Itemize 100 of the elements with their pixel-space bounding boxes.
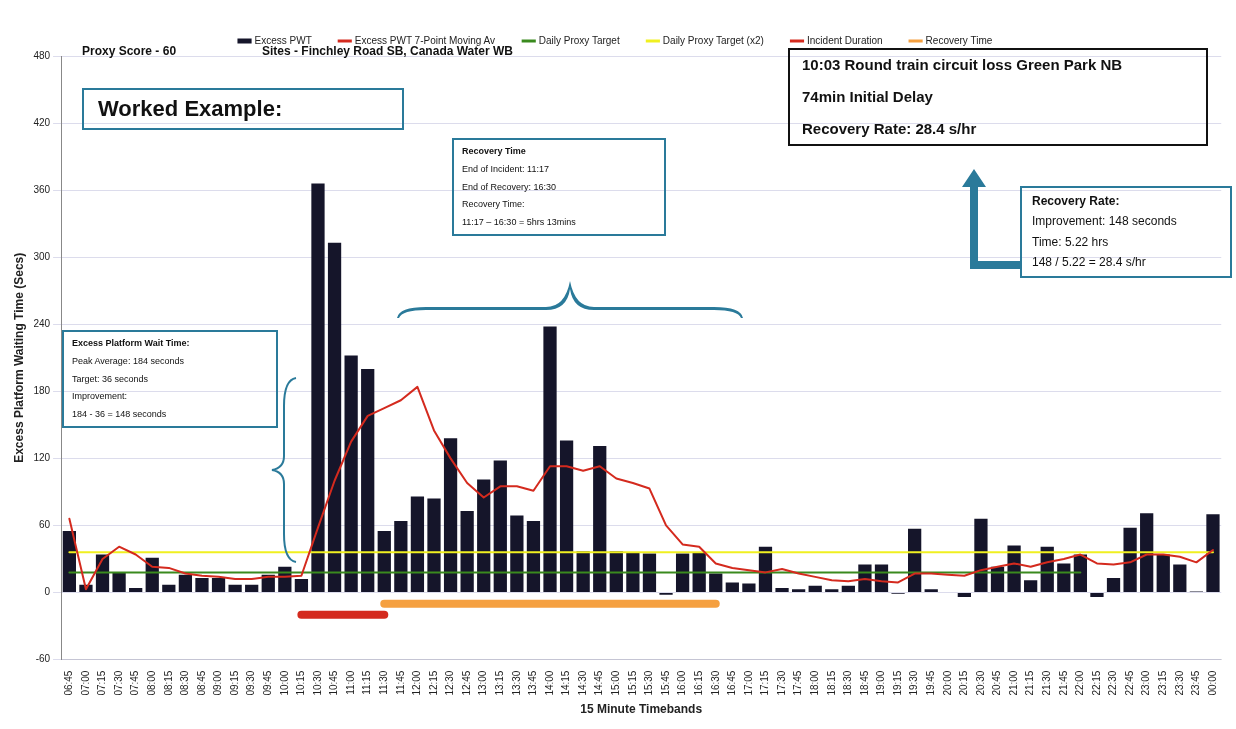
x-tick-label: 11:00 xyxy=(344,670,356,695)
y-tick-label: 120 xyxy=(33,452,51,464)
bar xyxy=(294,579,309,593)
x-tick-label: 14:30 xyxy=(576,670,588,696)
x-tick-label: 09:00 xyxy=(212,670,224,696)
x-tick-label: 13:30 xyxy=(510,670,522,696)
x-tick-label: 20:00 xyxy=(941,670,953,696)
bar xyxy=(593,446,607,593)
x-tick-label: 15:45 xyxy=(659,670,671,696)
bar xyxy=(361,368,375,593)
y-tick-label: 480 xyxy=(33,49,51,61)
x-tick-label: 22:15 xyxy=(1090,670,1102,696)
x-tick-label: 16:00 xyxy=(676,670,688,696)
bar xyxy=(211,577,226,593)
x-tick-label: 23:45 xyxy=(1190,670,1202,696)
bar xyxy=(825,589,839,593)
y-axis-title: Excess Platform Waiting Time (Secs) xyxy=(11,252,26,463)
bar xyxy=(311,183,325,593)
y-tick-label: 180 xyxy=(33,385,51,397)
y-tick-label: 360 xyxy=(33,183,51,195)
x-tick-label: 09:15 xyxy=(228,670,240,696)
legend-label: Daily Proxy Target (x2) xyxy=(662,34,764,46)
bar xyxy=(344,355,358,593)
legend-label: Excess PWT xyxy=(254,34,312,46)
legend-label: Incident Duration xyxy=(807,34,883,46)
x-tick-label: 17:15 xyxy=(759,670,771,696)
x-tick-label: 14:45 xyxy=(593,670,605,696)
bar xyxy=(1024,580,1038,593)
x-tick-label: 09:45 xyxy=(262,670,274,696)
bar xyxy=(327,242,342,593)
x-tick-label: 08:45 xyxy=(195,670,207,696)
x-tick-label: 12:45 xyxy=(460,670,472,696)
x-tick-label: 23:30 xyxy=(1173,670,1185,696)
x-tick-label: 18:00 xyxy=(808,670,820,696)
bar xyxy=(377,531,391,593)
x-tick-label: 11:30 xyxy=(378,670,390,695)
x-tick-label: 18:30 xyxy=(842,670,854,696)
x-tick-label: 07:15 xyxy=(96,670,108,696)
bar xyxy=(460,510,474,593)
bar xyxy=(245,584,259,593)
x-tick-label: 20:15 xyxy=(958,670,970,696)
x-tick-label: 14:00 xyxy=(543,670,555,696)
bar xyxy=(394,520,408,593)
x-tick-label: 12:15 xyxy=(427,670,439,696)
y-tick-label: 420 xyxy=(33,116,51,128)
x-tick-label: 10:15 xyxy=(295,670,307,696)
x-tick-label: 08:30 xyxy=(179,670,191,696)
x-tick-label: 21:00 xyxy=(1007,670,1019,696)
legend-label: Daily Proxy Target xyxy=(538,34,620,46)
annotation: Worked Example: xyxy=(98,96,284,123)
annotation: Recovery Rate: Improvement: 148 seconds Time: 5.22 hrs 148 / 5.22 = 28.4 s/hr xyxy=(1032,194,1178,270)
bar xyxy=(443,438,458,593)
x-tick-label: 22:30 xyxy=(1107,670,1119,696)
bar xyxy=(1073,554,1088,593)
y-tick-label: -60 xyxy=(35,653,51,665)
bar xyxy=(808,585,822,593)
x-tick-label: 22:00 xyxy=(1074,670,1086,696)
x-tick-label: 19:00 xyxy=(875,670,887,696)
y-tick-label: 60 xyxy=(38,519,51,531)
x-tick-label: 08:00 xyxy=(145,670,157,696)
x-tick-label: 06:45 xyxy=(63,670,75,696)
bar xyxy=(709,573,723,593)
bar xyxy=(1123,527,1137,593)
bar xyxy=(526,520,541,593)
bar xyxy=(1206,514,1220,593)
bar xyxy=(642,553,657,593)
bar xyxy=(427,498,441,593)
bar xyxy=(775,588,789,593)
bar xyxy=(692,552,706,593)
bar xyxy=(1156,554,1170,593)
bar xyxy=(924,589,938,593)
bar xyxy=(742,583,756,593)
x-tick-label: 17:00 xyxy=(742,670,754,696)
x-tick-label: 16:45 xyxy=(726,670,738,696)
x-tick-label: 20:30 xyxy=(974,670,986,696)
x-tick-label: 11:45 xyxy=(394,670,406,695)
x-tick-label: 09:30 xyxy=(245,670,257,696)
x-tick-label: 07:00 xyxy=(79,670,91,696)
x-tick-label: 15:30 xyxy=(643,670,655,696)
x-tick-label: 17:30 xyxy=(775,670,787,696)
x-tick-label: 11:15 xyxy=(361,670,373,695)
x-tick-label: 13:45 xyxy=(527,670,539,696)
x-tick-label: 19:45 xyxy=(924,670,936,696)
bar xyxy=(195,577,209,593)
legend-label: Recovery Time xyxy=(925,34,993,46)
x-tick-label: 15:15 xyxy=(626,670,638,696)
x-tick-label: 19:15 xyxy=(891,670,903,696)
bar xyxy=(477,479,491,593)
x-tick-label: 18:45 xyxy=(858,670,870,696)
x-tick-label: 22:45 xyxy=(1123,670,1135,696)
x-tick-label: 07:30 xyxy=(112,670,124,696)
bar xyxy=(410,496,425,593)
bar xyxy=(62,531,76,593)
legend-label: Excess PWT 7-Point Moving Av xyxy=(354,34,496,46)
annotation: Recovery Time End of Incident: 11:17 End of Recovery: 16:30 Recovery Time: 11:17 – 16:30 = 5hrs 13mins xyxy=(462,146,577,228)
x-tick-label: 16:15 xyxy=(692,670,704,696)
bar xyxy=(162,584,176,593)
y-tick-label: 0 xyxy=(44,586,51,598)
x-tick-label: 20:45 xyxy=(991,670,1003,696)
x-tick-label: 12:30 xyxy=(444,670,456,696)
